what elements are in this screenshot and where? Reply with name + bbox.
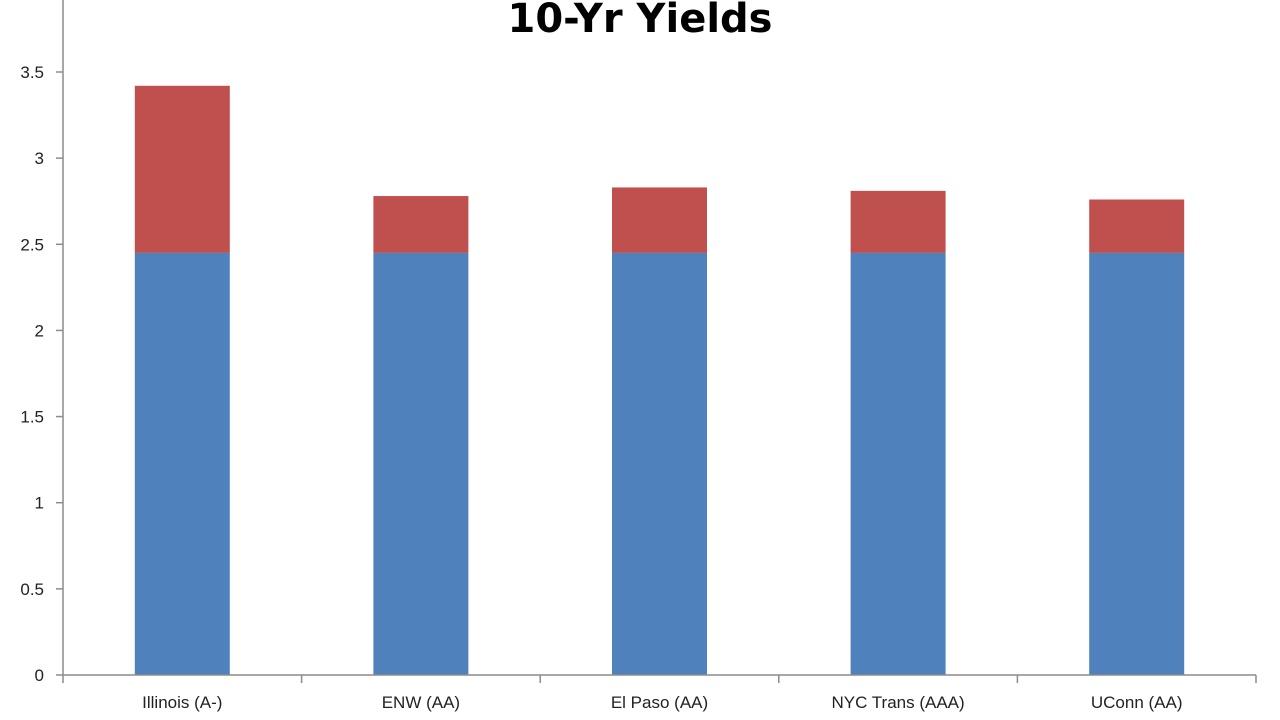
bar-segment-lower	[850, 252, 946, 675]
y-tick-label: 0.5	[20, 580, 44, 599]
x-tick-label: El Paso (AA)	[611, 693, 708, 712]
x-axis-ticks: Illinois (A-) ENW (AA) El Paso (AA) NYC Tra…	[62, 675, 1257, 712]
x-tick-label: NYC Trans (AAA)	[831, 693, 964, 712]
y-tick-label: 1.5	[20, 408, 44, 427]
bar-segment-upper	[134, 85, 230, 253]
x-tick-label: Illinois (A-)	[142, 693, 222, 712]
bar-segment-lower	[1089, 252, 1185, 675]
bar-segment-lower	[134, 252, 230, 675]
bar-segment-upper	[373, 196, 469, 253]
bar-segment-lower	[373, 252, 469, 675]
y-axis-ticks: 0 0.5 1 1.5 2 2.5 3 3.5	[20, 63, 63, 685]
bars	[134, 85, 1185, 675]
y-tick-label: 2	[35, 321, 44, 340]
bar-segment-upper	[1089, 199, 1185, 253]
x-tick-label: ENW (AA)	[382, 693, 460, 712]
y-tick-label: 3.5	[20, 63, 44, 82]
y-tick-label: 3	[35, 149, 44, 168]
bar-segment-lower	[612, 252, 707, 675]
bar-segment-upper	[850, 190, 946, 253]
y-tick-label: 0	[35, 666, 44, 685]
y-tick-label: 2.5	[20, 235, 44, 254]
y-tick-label: 1	[35, 494, 44, 513]
bar-segment-upper	[612, 187, 707, 253]
chart-title: 10-Yr Yields	[508, 0, 773, 42]
x-tick-label: UConn (AA)	[1091, 693, 1183, 712]
